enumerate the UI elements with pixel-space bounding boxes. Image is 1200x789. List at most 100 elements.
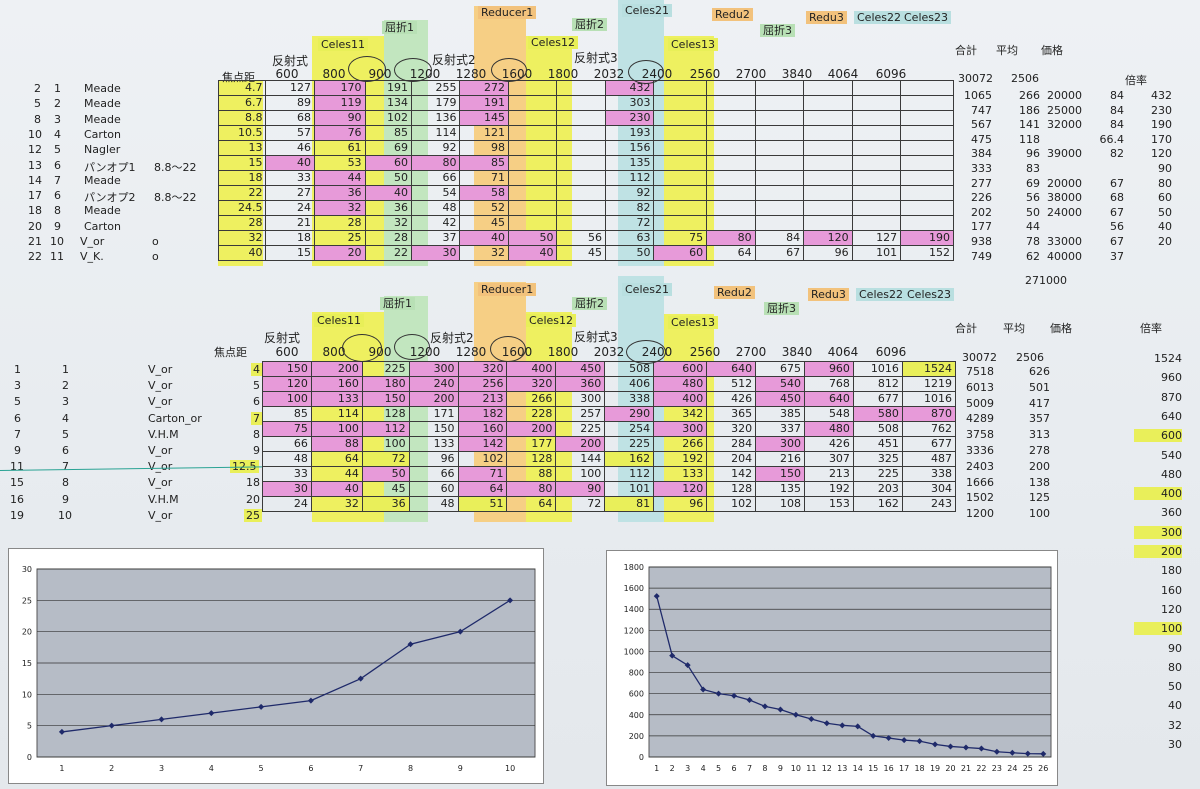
table-cell — [653, 155, 708, 171]
column-header-2032: 2032 — [593, 67, 625, 81]
table-cell: 179 — [410, 95, 461, 111]
total-cell: 7518 — [966, 365, 994, 378]
magnification-value: 400 — [1134, 487, 1182, 501]
row-id: 16 — [10, 492, 24, 506]
table-cell — [851, 185, 902, 201]
total-cell: 120 — [1151, 147, 1172, 161]
redu2-label: Redu2 — [712, 8, 753, 21]
x-tick-label: 22 — [976, 764, 986, 773]
table-cell: 203 — [852, 481, 903, 497]
data-point — [715, 690, 722, 697]
total-cell: 6013 — [966, 380, 994, 394]
table-cell: 58 — [459, 185, 509, 201]
table-cell: 80 — [410, 155, 461, 171]
data-point — [761, 703, 768, 710]
magnification-value: 120 — [1161, 602, 1182, 616]
total-cell: 4289 — [966, 412, 994, 426]
focal-cell: 22 — [217, 185, 267, 201]
total-cell: 39000 — [1047, 147, 1082, 161]
table-cell — [900, 80, 954, 96]
table-cell: 320 — [706, 421, 757, 437]
column-header-3840: 3840 — [781, 345, 813, 359]
y-tick-label: 30 — [22, 565, 32, 574]
table-cell: 272 — [459, 80, 509, 96]
magnification-value: 480 — [1161, 467, 1182, 481]
total-cell: 56 — [1110, 220, 1124, 234]
row-name: Carton — [84, 127, 121, 141]
table-row: 8.8 68 90 102 136 145 230 — [217, 110, 954, 126]
avg-head: 平均 — [996, 44, 1018, 57]
mult-head-lower: 倍率 — [1140, 322, 1162, 335]
total-cell: 40 — [1158, 220, 1172, 234]
column-header-600: 600 — [275, 345, 299, 359]
table-cell: 180 — [361, 376, 410, 392]
table-cell: 64 — [706, 245, 756, 261]
hansha-label-lower: 反射式 — [264, 331, 301, 345]
plot-area — [648, 566, 1052, 758]
table-cell: 92 — [410, 140, 461, 156]
mult-head: 倍率 — [1125, 74, 1147, 87]
total-cell: 190 — [1151, 118, 1172, 132]
table-cell: 88 — [506, 466, 557, 482]
x-tick-label: 1 — [654, 764, 659, 773]
x-tick-label: 16 — [884, 764, 894, 773]
x-tick-label: 5 — [259, 764, 264, 773]
table-cell: 53 — [313, 155, 366, 171]
table-cell — [556, 200, 606, 216]
table-cell: 266 — [653, 436, 708, 452]
magnification-value: 30 — [1168, 738, 1182, 751]
column-header-2700: 2700 — [735, 67, 767, 81]
table-cell: 406 — [604, 376, 655, 392]
table-cell: 512 — [706, 376, 757, 392]
kussetsu2-label-lower: 屈折2 — [572, 297, 607, 310]
table-cell: 90 — [555, 481, 606, 497]
table-cell: 128 — [506, 451, 557, 467]
y-tick-label: 15 — [22, 659, 32, 668]
table-cell: 45 — [556, 245, 606, 261]
table-cell: 98 — [459, 140, 509, 156]
column-header-1280: 1280 — [455, 67, 487, 81]
total-cell: 67 — [1110, 176, 1124, 190]
table-cell — [754, 215, 805, 231]
x-tick-label: 2 — [109, 764, 114, 773]
table-cell: 432 — [604, 80, 655, 96]
row-name: Meade — [84, 173, 121, 187]
focal-cell: 4.7 — [217, 80, 267, 96]
table-cell — [900, 110, 954, 126]
table-row: 22 27 36 40 54 58 92 — [217, 185, 954, 201]
row-number: 1 — [54, 82, 61, 95]
focal-cell: 18 — [217, 170, 267, 186]
y-tick-label: 800 — [629, 669, 644, 678]
data-point — [700, 686, 707, 693]
data-point — [746, 697, 753, 703]
table-cell: 153 — [804, 496, 854, 512]
redu2-label-lower: Redu2 — [714, 286, 755, 299]
table-cell — [507, 125, 558, 141]
table-cell — [653, 95, 708, 111]
lower-table: 150 200 225 300 320 400 450 508 600 640 675 960 1016… — [262, 361, 957, 512]
table-cell: 24 — [265, 200, 315, 216]
total-cell: 266 — [1019, 89, 1040, 102]
table-cell: 15 — [265, 245, 315, 261]
kussetsu1-label-lower: 屈折1 — [380, 297, 415, 310]
x-tick-label: 15 — [868, 764, 878, 773]
total-cell: 50 — [1026, 205, 1040, 219]
data-point — [870, 732, 877, 739]
table-cell: 44 — [313, 170, 366, 186]
table-cell: 64 — [457, 481, 508, 497]
total-cell: 50 — [1158, 205, 1172, 219]
row-number: 4 — [62, 411, 69, 425]
kussetsu1-label: 屈折1 — [382, 21, 417, 34]
table-cell: 762 — [901, 421, 957, 437]
total-cell: 60 — [1158, 191, 1172, 205]
table-cell — [706, 155, 756, 171]
table-cell: 768 — [804, 376, 854, 392]
data-point — [653, 593, 660, 600]
data-point — [357, 675, 364, 682]
table-cell — [556, 155, 606, 171]
focal-cell: 28 — [217, 215, 267, 231]
row-number: 7 — [62, 460, 69, 474]
series-line — [61, 599, 511, 733]
x-tick-label: 6 — [308, 764, 313, 773]
